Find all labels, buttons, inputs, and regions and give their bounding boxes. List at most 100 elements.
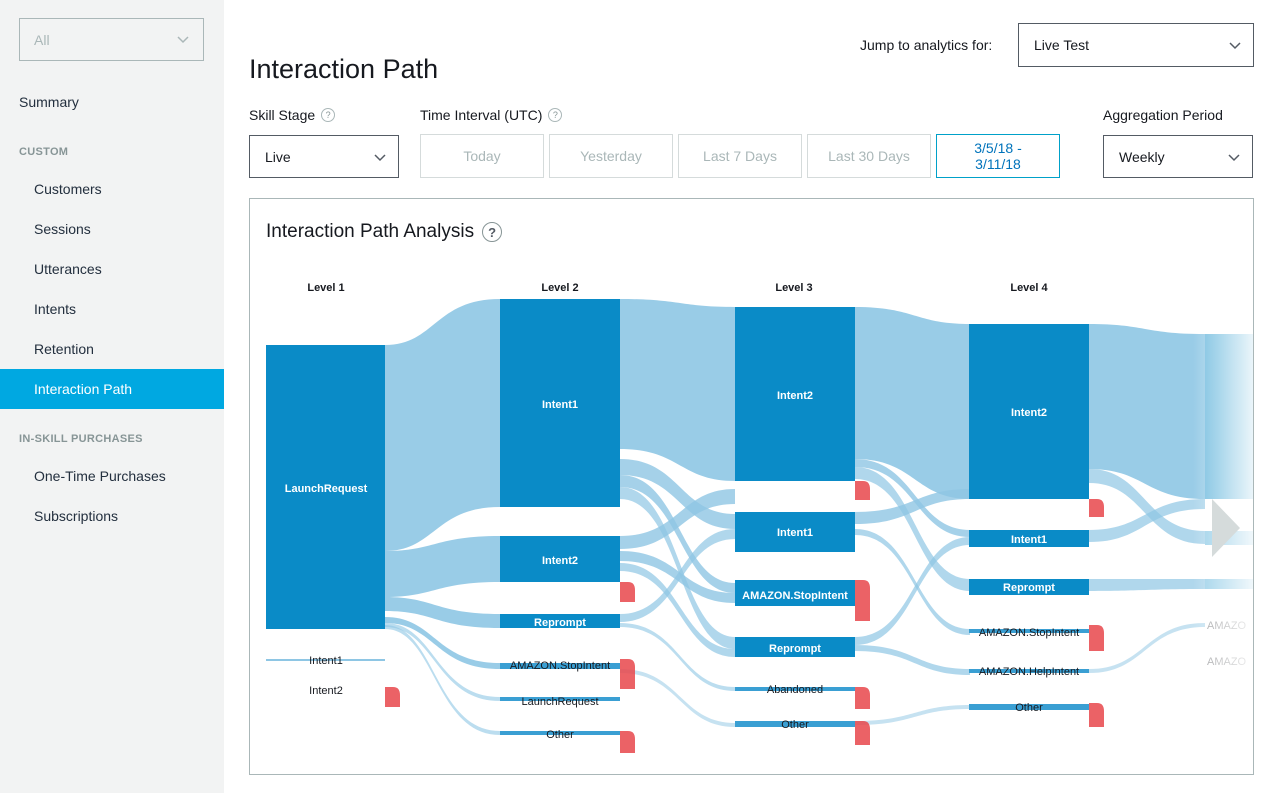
node-l5-a[interactable] bbox=[1205, 334, 1254, 499]
aggregation-period-select[interactable]: Weekly bbox=[1103, 135, 1253, 178]
node-l2-intent2[interactable] bbox=[500, 536, 620, 582]
nav-subscriptions-label: Subscriptions bbox=[34, 508, 119, 524]
skill-stage-select[interactable]: Live bbox=[249, 135, 399, 178]
skill-filter-select[interactable]: All bbox=[19, 18, 204, 61]
node-label: Intent1 bbox=[777, 527, 813, 539]
dropoff-markers bbox=[385, 481, 1104, 753]
link-intent1-l5[interactable] bbox=[1089, 499, 1205, 542]
page-title: Interaction Path bbox=[249, 54, 439, 84]
node-label: Intent2 bbox=[1011, 407, 1047, 419]
node-l2-stopintent[interactable] bbox=[500, 663, 620, 669]
link-intent2-l5[interactable] bbox=[1089, 324, 1205, 499]
jump-to-analytics-select[interactable]: Live Test bbox=[1018, 23, 1254, 67]
link-launchrequest-reprompt[interactable] bbox=[385, 597, 500, 628]
nav-interaction-path[interactable]: Interaction Path bbox=[0, 369, 224, 409]
link-launchrequest-stopintent[interactable] bbox=[385, 617, 500, 669]
link-intent1-intent2-l4[interactable] bbox=[855, 489, 970, 524]
link-other-other-l4[interactable] bbox=[855, 705, 970, 725]
link-intent2-intent1-l4[interactable] bbox=[855, 459, 970, 537]
help-icon[interactable]: ? bbox=[482, 222, 503, 242]
dropoff-marker-icon[interactable] bbox=[1089, 625, 1104, 651]
node-l2-reprompt[interactable] bbox=[500, 614, 620, 628]
help-icon[interactable]: ? bbox=[548, 108, 563, 122]
dropoff-marker-icon[interactable] bbox=[855, 687, 870, 709]
dropoff-marker-icon[interactable] bbox=[855, 721, 870, 745]
node-label: Intent2 bbox=[777, 390, 813, 402]
link-reprompt-l5[interactable] bbox=[1089, 579, 1205, 591]
link-intent1-reprompt[interactable] bbox=[620, 487, 735, 649]
nav-utterances[interactable]: Utterances bbox=[0, 249, 224, 289]
node-l3-stopintent[interactable] bbox=[735, 580, 855, 606]
dropoff-marker-icon[interactable] bbox=[620, 659, 635, 689]
node-l4-other[interactable] bbox=[969, 704, 1089, 710]
nav-customers[interactable]: Customers bbox=[0, 169, 224, 209]
nav-one-time-purchases[interactable]: One-Time Purchases bbox=[0, 456, 224, 496]
node-label: LaunchRequest bbox=[285, 483, 368, 495]
aggregation-period-label: Aggregation Period bbox=[1103, 107, 1223, 123]
dropoff-marker-icon[interactable] bbox=[1089, 703, 1104, 727]
link-launchrequest-other[interactable] bbox=[385, 625, 500, 735]
nav-intents[interactable]: Intents bbox=[0, 289, 224, 329]
node-l3-intent1[interactable] bbox=[735, 512, 855, 552]
dropoff-marker-icon[interactable] bbox=[385, 687, 400, 707]
node-l3-abandoned[interactable] bbox=[735, 687, 855, 691]
aggregation-period-value: Weekly bbox=[1119, 148, 1165, 165]
skill-stage-label-text: Skill Stage bbox=[249, 107, 316, 123]
link-launchrequest-intent1[interactable] bbox=[385, 299, 500, 551]
link-intent2-reprompt[interactable] bbox=[620, 563, 735, 657]
sankey-links bbox=[385, 299, 1205, 735]
node-l4-helpintent[interactable] bbox=[969, 669, 1089, 673]
link-reprompt-helpintent-l4[interactable] bbox=[855, 645, 970, 675]
time-last-7-days-button[interactable]: Last 7 Days bbox=[678, 134, 802, 178]
nav-summary[interactable]: Summary bbox=[0, 82, 224, 122]
time-yesterday-button[interactable]: Yesterday bbox=[549, 134, 673, 178]
node-l1-intent1-bar[interactable] bbox=[266, 659, 385, 661]
node-l1-launchrequest[interactable] bbox=[266, 345, 385, 629]
dropoff-marker-icon[interactable] bbox=[620, 731, 635, 753]
dropoff-marker-icon[interactable] bbox=[855, 481, 870, 500]
node-label: Reprompt bbox=[769, 643, 821, 655]
link-reprompt-intent1[interactable] bbox=[620, 529, 735, 622]
link-intent2-l5-b[interactable] bbox=[1089, 469, 1205, 544]
node-l3-other[interactable] bbox=[735, 721, 855, 727]
link-intent1-intent2[interactable] bbox=[620, 299, 735, 481]
time-today-button[interactable]: Today bbox=[420, 134, 544, 178]
node-l3-reprompt[interactable] bbox=[735, 637, 855, 657]
node-l4-intent2[interactable] bbox=[969, 324, 1089, 499]
link-reprompt-intent1-l4[interactable] bbox=[855, 537, 970, 645]
link-other-other[interactable] bbox=[620, 669, 735, 727]
link-launchrequest-intent2[interactable] bbox=[385, 536, 500, 597]
jump-to-analytics-value: Live Test bbox=[1034, 37, 1089, 53]
next-level-arrow-icon[interactable] bbox=[1212, 499, 1240, 557]
link-intent1-stopintent[interactable] bbox=[620, 475, 735, 593]
node-l2-launchrequest[interactable] bbox=[500, 697, 620, 701]
dropoff-marker-icon[interactable] bbox=[620, 582, 635, 602]
sidebar: All Summary CUSTOM Customers Sessions Ut… bbox=[0, 0, 224, 793]
link-intent2-intent1[interactable] bbox=[620, 489, 735, 549]
chevron-down-icon bbox=[177, 36, 189, 44]
node-l2-other[interactable] bbox=[500, 731, 620, 735]
help-icon[interactable]: ? bbox=[321, 108, 336, 122]
time-custom-range-button[interactable]: 3/5/18 - 3/11/18 bbox=[936, 134, 1060, 178]
node-l5-c[interactable] bbox=[1205, 579, 1254, 589]
time-interval-label: Time Interval (UTC) ? bbox=[420, 107, 563, 123]
link-intent2-reprompt-l4[interactable] bbox=[855, 467, 970, 591]
link-intent1-intent1[interactable] bbox=[620, 459, 735, 529]
link-intent2-intent2-l4[interactable] bbox=[855, 307, 970, 499]
nav-retention[interactable]: Retention bbox=[0, 329, 224, 369]
time-last-30-days-button[interactable]: Last 30 Days bbox=[807, 134, 931, 178]
node-l3-intent2[interactable] bbox=[735, 307, 855, 481]
link-other-l5[interactable] bbox=[1089, 623, 1205, 673]
dropoff-marker-icon[interactable] bbox=[855, 580, 870, 621]
dropoff-marker-icon[interactable] bbox=[1089, 499, 1104, 517]
nav-subscriptions[interactable]: Subscriptions bbox=[0, 496, 224, 536]
nav-sessions[interactable]: Sessions bbox=[0, 209, 224, 249]
node-l2-intent1[interactable] bbox=[500, 299, 620, 507]
skill-stage-value: Live bbox=[265, 148, 291, 165]
nav-section-in-skill-purchases: IN-SKILL PURCHASES bbox=[19, 433, 143, 445]
node-l4-stopintent[interactable] bbox=[969, 629, 1089, 633]
nav-section-custom: CUSTOM bbox=[19, 146, 69, 158]
node-label: AMAZO bbox=[1207, 620, 1247, 632]
node-l4-intent1[interactable] bbox=[969, 530, 1089, 547]
node-l4-reprompt[interactable] bbox=[969, 579, 1089, 595]
